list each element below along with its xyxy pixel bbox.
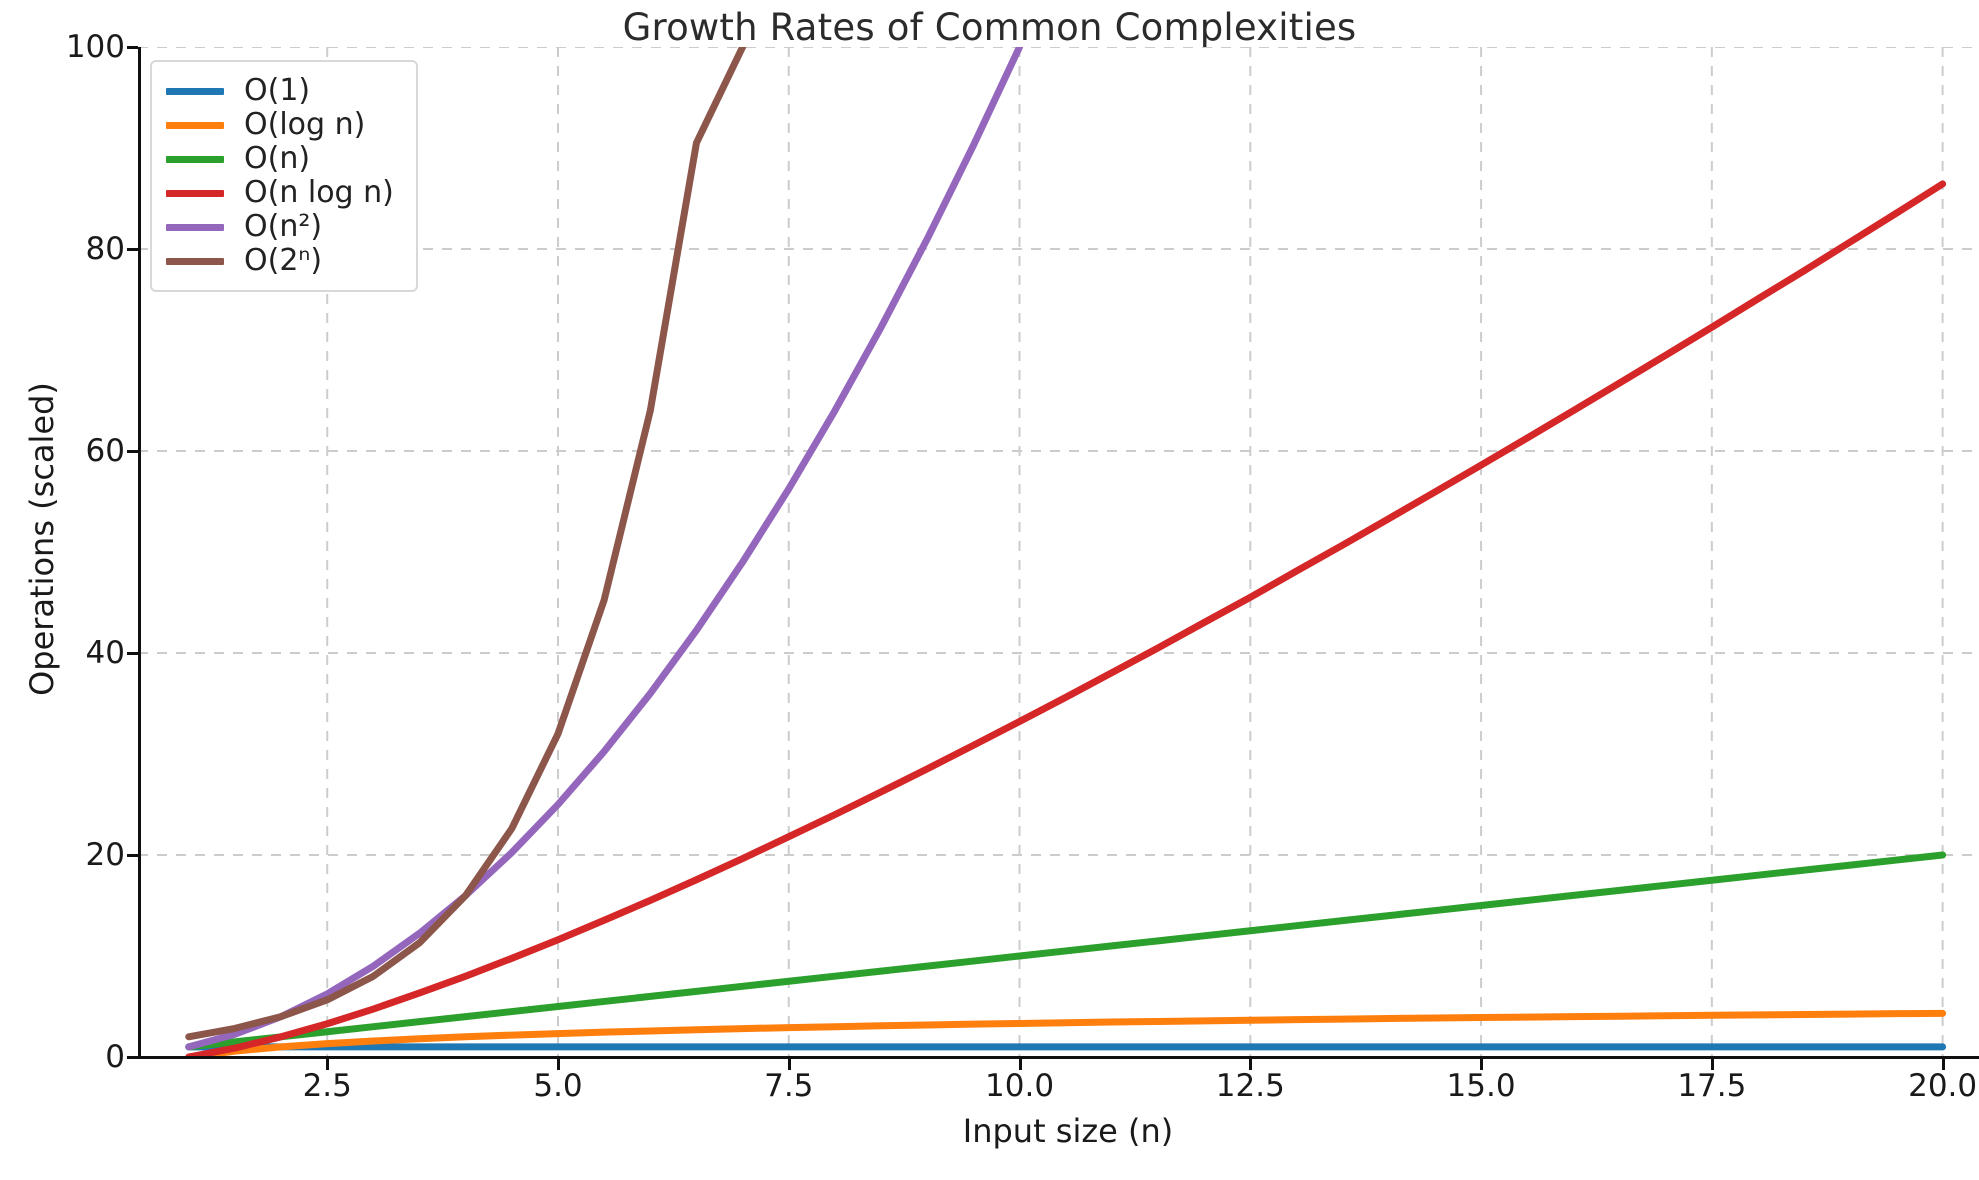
legend-swatch-icon (166, 257, 224, 265)
legend-item-1[interactable]: O(log n) (166, 108, 394, 142)
x-tick-mark (1941, 1059, 1945, 1070)
series-line-1 (185, 1009, 1947, 1057)
chart-title: Growth Rates of Common Complexities (622, 6, 1357, 49)
y-tick-label: 0 (105, 1039, 125, 1075)
series-line-2 (185, 851, 1947, 1051)
series-line-3 (185, 180, 1947, 1057)
legend-item-4[interactable]: O(n²) (166, 210, 394, 244)
legend-item-3[interactable]: O(n log n) (166, 176, 394, 210)
y-tick-label: 40 (85, 635, 125, 671)
x-tick-label: 7.5 (764, 1068, 814, 1104)
y-tick-mark (127, 450, 138, 453)
y-tick-mark (127, 1056, 138, 1059)
y-tick-mark (127, 46, 138, 49)
series-line-5 (185, 47, 747, 1041)
y-tick-label: 20 (85, 837, 125, 873)
legend-item-2[interactable]: O(n) (166, 142, 394, 176)
y-tick-label: 100 (65, 29, 125, 65)
legend-item-label: O(1) (244, 73, 311, 108)
legend-swatch-icon (166, 121, 224, 129)
y-tick-mark (127, 652, 138, 655)
legend-item-0[interactable]: O(1) (166, 74, 394, 108)
y-tick-mark (127, 854, 138, 857)
x-tick-mark (326, 1059, 330, 1070)
x-tick-label: 2.5 (302, 1068, 352, 1104)
chart-legend: O(1) O(log n) O(n) O(n log n) O(n²) O(2ⁿ) (150, 60, 418, 292)
legend-item-label: O(n²) (244, 209, 323, 244)
y-tick-label: 80 (85, 231, 125, 267)
x-tick-mark (1480, 1059, 1484, 1070)
legend-swatch-icon (166, 189, 224, 197)
x-tick-label: 20.0 (1908, 1068, 1978, 1104)
legend-item-label: O(n) (244, 141, 311, 176)
x-tick-label: 5.0 (533, 1068, 583, 1104)
y-axis-label: Operations (scaled) (23, 382, 61, 696)
x-tick-label: 17.5 (1677, 1068, 1747, 1104)
plot-area (138, 47, 1979, 1057)
legend-swatch-icon (166, 223, 224, 231)
x-tick-mark (1018, 1059, 1022, 1070)
y-tick-label: 60 (85, 433, 125, 469)
legend-swatch-icon (166, 87, 224, 95)
series-lines (185, 47, 1947, 1057)
x-tick-label: 12.5 (1215, 1068, 1285, 1104)
x-tick-label: 10.0 (985, 1068, 1055, 1104)
x-axis-spine (138, 1056, 1979, 1059)
y-axis-spine (138, 47, 141, 1058)
legend-swatch-icon (166, 155, 224, 163)
gridlines (138, 47, 1979, 1057)
series-line-4 (185, 47, 1024, 1051)
x-tick-mark (1710, 1059, 1714, 1070)
legend-item-label: O(n log n) (244, 175, 394, 210)
x-tick-mark (1249, 1059, 1253, 1070)
x-tick-mark (787, 1059, 791, 1070)
x-tick-label: 15.0 (1446, 1068, 1516, 1104)
y-tick-mark (127, 248, 138, 251)
legend-item-label: O(2ⁿ) (244, 243, 323, 278)
plot-canvas (138, 47, 1979, 1057)
legend-item-5[interactable]: O(2ⁿ) (166, 244, 394, 278)
legend-item-label: O(log n) (244, 107, 366, 142)
x-tick-mark (557, 1059, 560, 1070)
x-axis-label: Input size (n) (962, 1112, 1174, 1150)
